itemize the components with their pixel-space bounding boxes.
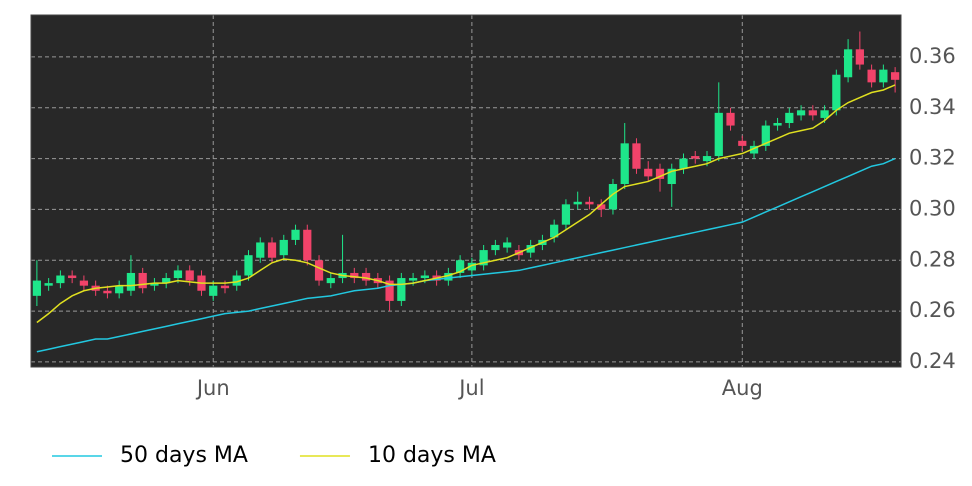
candle-body: [232, 275, 241, 286]
candle-body: [891, 72, 900, 80]
ma-line: [36, 157, 896, 353]
candle-body: [244, 255, 253, 276]
candle-body: [350, 272, 359, 279]
candle-body: [126, 272, 136, 291]
candle-body: [56, 275, 65, 284]
candle-body: [209, 285, 218, 296]
y-tick-label: 0.32: [909, 146, 956, 170]
candle-body: [632, 143, 641, 169]
y-tick-label: 0.36: [909, 44, 956, 68]
candle-body: [773, 123, 782, 126]
candle-body: [68, 275, 77, 279]
candle-body: [256, 242, 265, 258]
candle-body: [44, 283, 53, 286]
ma-line: [36, 84, 896, 324]
candle-body: [115, 285, 124, 294]
legend-label: 10 days MA: [368, 443, 496, 468]
candle-body: [479, 250, 488, 266]
x-tick-label: Jun: [195, 376, 230, 400]
candle-body: [597, 204, 606, 210]
y-tick-label: 0.24: [909, 349, 956, 373]
candle-body: [808, 110, 817, 116]
candle-body: [279, 239, 288, 256]
candle-body: [173, 270, 183, 279]
candle-body: [385, 280, 394, 301]
candle-body: [79, 280, 89, 286]
candle-body: [303, 229, 312, 261]
candle-body: [820, 110, 829, 118]
candle-body: [397, 278, 406, 301]
legend-label: 50 days MA: [120, 443, 248, 468]
candle-body: [103, 290, 112, 294]
candle-body: [761, 125, 770, 146]
y-tick-label: 0.28: [909, 247, 956, 271]
candle-body: [832, 74, 841, 111]
candle-body: [408, 278, 418, 281]
y-tick-label: 0.30: [909, 196, 956, 220]
candle-body: [796, 110, 806, 116]
candle-body: [644, 168, 653, 177]
candle-body: [855, 49, 864, 65]
candle-body: [702, 156, 712, 162]
candle-body: [749, 145, 759, 154]
y-tick-label: 0.34: [909, 95, 956, 119]
candle-body: [456, 260, 465, 273]
plot-area: [31, 15, 901, 367]
candle-body: [138, 272, 147, 289]
candle-body: [691, 156, 700, 159]
candle-body: [726, 112, 735, 126]
candle-body: [220, 285, 230, 289]
candle-body: [585, 201, 594, 205]
candle-body: [267, 242, 277, 258]
candle-body: [550, 224, 559, 238]
candle-body: [185, 270, 194, 281]
candle-body: [162, 278, 171, 284]
candle-body: [738, 140, 747, 146]
candle-body: [573, 201, 582, 205]
x-tick-label: Jul: [457, 376, 484, 400]
candle-body: [420, 275, 429, 279]
candle-body: [655, 168, 665, 179]
candle-body: [314, 260, 324, 281]
candle-body: [785, 112, 794, 124]
candle-body: [714, 112, 723, 157]
candle-body: [444, 272, 453, 281]
candle-body: [150, 283, 159, 286]
candle-body: [291, 229, 300, 240]
candle-body: [620, 143, 629, 185]
candle-body: [467, 262, 476, 271]
candle-body: [503, 242, 512, 248]
candle-body: [608, 184, 618, 210]
candle-body: [679, 158, 688, 169]
candle-body: [491, 245, 500, 251]
candle-body: [361, 272, 371, 281]
candle-body: [326, 278, 335, 284]
candle-body: [843, 49, 853, 78]
candle-body: [667, 168, 676, 185]
candle-body: [867, 69, 876, 83]
y-tick-label: 0.26: [909, 298, 956, 322]
candle-body: [32, 280, 41, 296]
x-tick-label: Aug: [722, 376, 763, 400]
candle-body: [561, 204, 571, 225]
candle-body: [526, 245, 535, 253]
plot-frame: [30, 14, 902, 368]
candle-body: [879, 69, 888, 83]
